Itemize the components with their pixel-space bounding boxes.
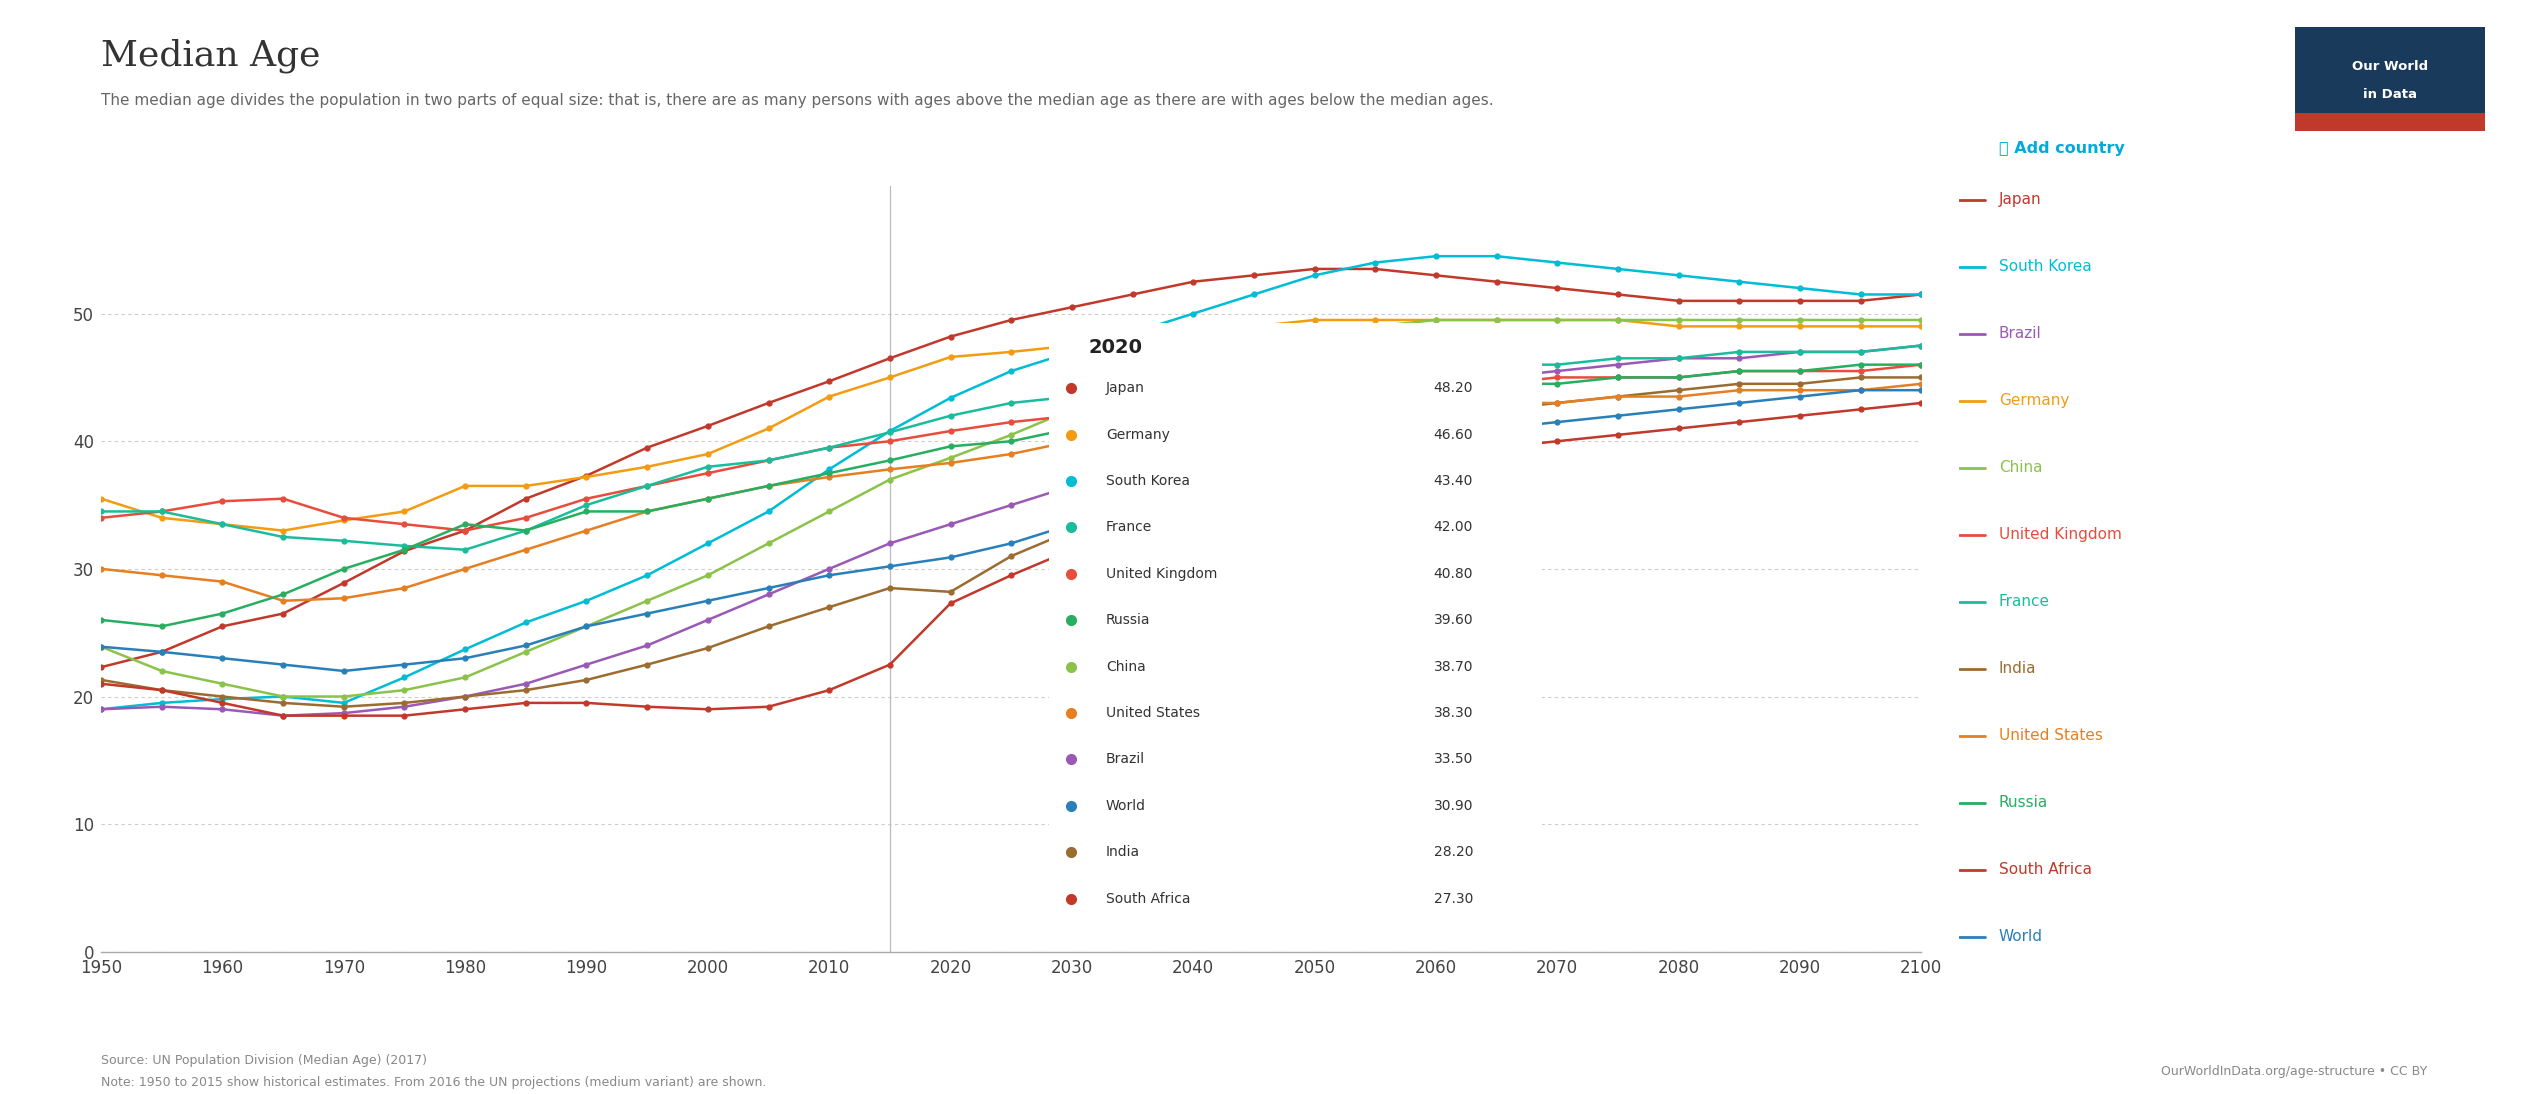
Text: The median age divides the population in two parts of equal size: that is, there: The median age divides the population in… bbox=[101, 93, 1494, 108]
Text: Germany: Germany bbox=[2000, 393, 2068, 408]
Text: 33.50: 33.50 bbox=[1433, 753, 1474, 767]
Text: South Africa: South Africa bbox=[1105, 892, 1191, 906]
Text: 46.60: 46.60 bbox=[1433, 428, 1474, 442]
Text: South Korea: South Korea bbox=[2000, 259, 2091, 275]
Text: Russia: Russia bbox=[1105, 613, 1150, 627]
Text: Germany: Germany bbox=[1105, 428, 1170, 442]
Text: China: China bbox=[1105, 660, 1145, 674]
Text: 27.30: 27.30 bbox=[1433, 892, 1474, 906]
Text: India: India bbox=[2000, 661, 2035, 676]
Text: United States: United States bbox=[2000, 729, 2103, 743]
Text: in Data: in Data bbox=[2364, 89, 2417, 102]
Text: Our World: Our World bbox=[2351, 60, 2429, 73]
Text: France: France bbox=[1105, 521, 1153, 534]
Text: 40.80: 40.80 bbox=[1433, 567, 1474, 581]
Text: South Korea: South Korea bbox=[1105, 474, 1191, 488]
Text: United Kingdom: United Kingdom bbox=[2000, 527, 2121, 543]
Text: World: World bbox=[2000, 929, 2043, 944]
Text: ➕ Add country: ➕ Add country bbox=[2000, 141, 2124, 156]
Text: 38.30: 38.30 bbox=[1433, 706, 1474, 720]
Text: Median Age: Median Age bbox=[101, 38, 321, 73]
Text: South Africa: South Africa bbox=[2000, 862, 2091, 877]
Text: Note: 1950 to 2015 show historical estimates. From 2016 the UN projections (medi: Note: 1950 to 2015 show historical estim… bbox=[101, 1075, 766, 1089]
FancyBboxPatch shape bbox=[2295, 113, 2485, 131]
Text: 30.90: 30.90 bbox=[1433, 799, 1474, 813]
Text: India: India bbox=[1105, 846, 1140, 859]
Text: China: China bbox=[2000, 461, 2043, 475]
Text: Russia: Russia bbox=[2000, 795, 2048, 811]
Text: Japan: Japan bbox=[1105, 381, 1145, 395]
Text: 48.20: 48.20 bbox=[1433, 381, 1474, 395]
Text: 28.20: 28.20 bbox=[1433, 846, 1474, 859]
Text: 38.70: 38.70 bbox=[1433, 660, 1474, 674]
Text: 2020: 2020 bbox=[1090, 338, 1143, 358]
Text: World: World bbox=[1105, 799, 1145, 813]
Text: 43.40: 43.40 bbox=[1433, 474, 1474, 488]
Text: United Kingdom: United Kingdom bbox=[1105, 567, 1216, 581]
Text: 39.60: 39.60 bbox=[1433, 613, 1474, 627]
Text: Japan: Japan bbox=[2000, 193, 2040, 207]
Text: OurWorldInData.org/age-structure • CC BY: OurWorldInData.org/age-structure • CC BY bbox=[2161, 1064, 2427, 1078]
Text: Brazil: Brazil bbox=[1105, 753, 1145, 767]
Text: United States: United States bbox=[1105, 706, 1201, 720]
Text: France: France bbox=[2000, 594, 2050, 609]
Text: 42.00: 42.00 bbox=[1433, 521, 1474, 534]
Text: Source: UN Population Division (Median Age) (2017): Source: UN Population Division (Median A… bbox=[101, 1054, 427, 1067]
Text: Brazil: Brazil bbox=[2000, 326, 2043, 341]
